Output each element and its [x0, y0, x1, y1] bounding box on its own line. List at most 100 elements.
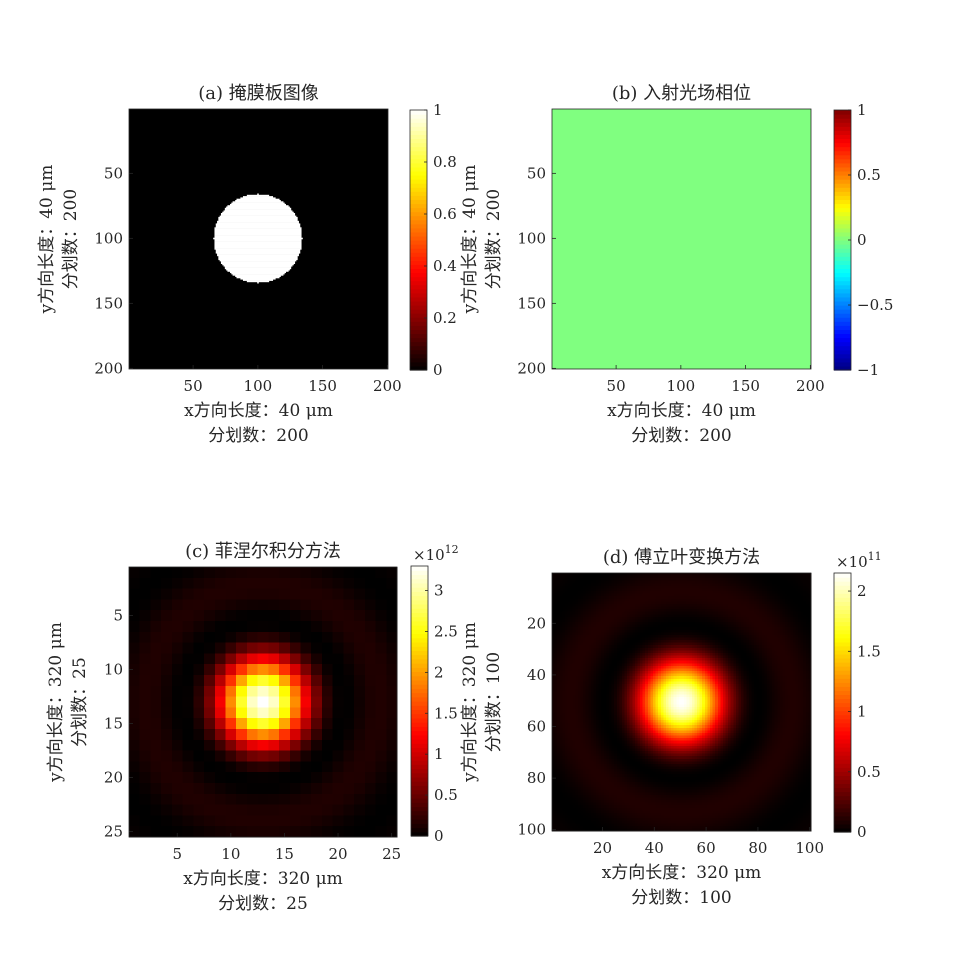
- heatmap-cell: [375, 675, 387, 687]
- heatmap-cell: [311, 685, 323, 697]
- heatmap-cell: [601, 663, 605, 667]
- heatmap-cell: [738, 606, 742, 610]
- heatmap-cell: [673, 627, 677, 631]
- heatmap-cell: [769, 671, 773, 675]
- colorbar-segment: [411, 625, 428, 630]
- heatmap-cell: [564, 614, 568, 618]
- heatmap-cell: [754, 640, 758, 644]
- heatmap-cell: [567, 637, 571, 641]
- heatmap-cell: [150, 675, 162, 687]
- heatmap-cell: [660, 588, 664, 592]
- heatmap-cell: [673, 647, 677, 651]
- heatmap-cell: [741, 596, 745, 600]
- heatmap-cell: [766, 660, 770, 664]
- heatmap-cell: [658, 580, 662, 584]
- heatmap-cell: [204, 567, 216, 579]
- heatmap-cell: [738, 580, 742, 584]
- heatmap-cell: [756, 642, 760, 646]
- heatmap-cell: [689, 622, 693, 625]
- heatmap-cell: [257, 599, 269, 611]
- heatmap-cell: [777, 611, 781, 615]
- heatmap-cell: [663, 609, 667, 613]
- heatmap-cell: [684, 658, 688, 662]
- heatmap-cell: [715, 598, 719, 602]
- heatmap-cell: [171, 567, 183, 579]
- heatmap-cell: [717, 573, 721, 576]
- heatmap-cell: [583, 673, 587, 677]
- heatmap-cell: [676, 627, 680, 631]
- heatmap-cell: [756, 585, 760, 589]
- heatmap-cell: [686, 593, 690, 597]
- heatmap-cell: [236, 653, 248, 665]
- heatmap-cell: [619, 652, 623, 656]
- heatmap-cell: [567, 660, 571, 664]
- heatmap-cell: [772, 593, 776, 597]
- heatmap-cell: [795, 629, 799, 633]
- heatmap-cell: [756, 629, 760, 633]
- heatmap-cell: [808, 629, 812, 633]
- colorbar-segment: [834, 321, 851, 326]
- heatmap-cell: [704, 640, 708, 644]
- heatmap-cell: [642, 665, 646, 669]
- heatmap-cell: [575, 627, 579, 631]
- heatmap-cell: [665, 668, 669, 672]
- colorbar-segment: [410, 142, 427, 148]
- heatmap-cell: [792, 573, 796, 576]
- heatmap-cell: [161, 577, 173, 589]
- heatmap-cell: [795, 588, 799, 592]
- heatmap-cell: [702, 640, 706, 644]
- heatmap-cell: [746, 627, 750, 631]
- colorbar-segment: [410, 223, 427, 229]
- heatmap-cell: [668, 578, 672, 582]
- heatmap-cell: [647, 619, 651, 623]
- heatmap-cell: [332, 577, 344, 589]
- heatmap-cell: [577, 673, 581, 677]
- heatmap-cell: [637, 611, 641, 615]
- heatmap-cell: [777, 591, 781, 595]
- heatmap-cell: [598, 645, 602, 649]
- heatmap-cell: [150, 664, 162, 676]
- heatmap-row: [224, 266, 292, 268]
- heatmap-cell: [150, 750, 162, 762]
- heatmap-cell: [722, 671, 726, 675]
- heatmap-cell: [588, 578, 592, 582]
- y-axis-label-line-1: y方向长度：40 μm: [460, 165, 480, 315]
- heatmap-cell: [554, 627, 558, 631]
- heatmap-cell: [798, 619, 802, 623]
- heatmap-cell: [640, 629, 644, 633]
- heatmap-cell: [699, 634, 703, 638]
- heatmap-cell: [741, 671, 745, 675]
- heatmap-row: [214, 233, 302, 236]
- heatmap-cell: [722, 665, 726, 669]
- heatmap-cell: [557, 665, 561, 669]
- heatmap-cell: [805, 637, 809, 641]
- heatmap-cell: [557, 609, 561, 613]
- heatmap-cell: [289, 621, 301, 633]
- heatmap-cell: [608, 671, 612, 675]
- heatmap-cell: [702, 606, 706, 610]
- heatmap-cell: [588, 575, 592, 579]
- heatmap-cell: [707, 596, 711, 600]
- heatmap-cell: [772, 673, 776, 677]
- heatmap-cell: [717, 578, 721, 582]
- heatmap-cell: [697, 573, 701, 576]
- heatmap-cell: [660, 668, 664, 672]
- heatmap-cell: [268, 610, 280, 622]
- heatmap-cell: [601, 658, 605, 662]
- heatmap-cell: [637, 634, 641, 638]
- heatmap-cell: [596, 573, 600, 576]
- colorbar-segment: [834, 296, 851, 302]
- heatmap-cell: [785, 578, 789, 582]
- heatmap-cell: [800, 611, 804, 615]
- heatmap-cell: [790, 650, 794, 654]
- heatmap-cell: [777, 645, 781, 649]
- heatmap-cell: [795, 603, 799, 607]
- heatmap-cell: [562, 593, 566, 597]
- heatmap-cell: [709, 627, 713, 631]
- heatmap-cell: [792, 616, 796, 620]
- colorbar-frame: [410, 565, 429, 837]
- heatmap-cell: [637, 583, 641, 587]
- heatmap-cell: [772, 624, 776, 628]
- heatmap-cell: [717, 575, 721, 579]
- heatmap-cell: [800, 663, 804, 667]
